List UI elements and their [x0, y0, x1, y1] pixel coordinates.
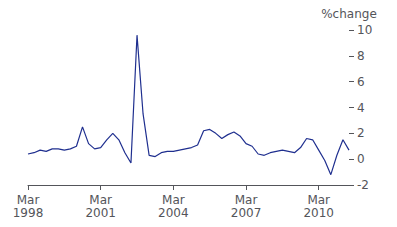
svg-text:-2: -2 [357, 178, 369, 192]
svg-text:%change: %change [321, 7, 377, 21]
svg-text:1998: 1998 [13, 206, 44, 220]
svg-text:0: 0 [357, 152, 365, 166]
svg-text:Mar: Mar [17, 193, 40, 207]
svg-text:4: 4 [357, 101, 365, 115]
svg-text:2: 2 [357, 126, 365, 140]
svg-text:Mar: Mar [89, 193, 112, 207]
svg-text:Mar: Mar [162, 193, 185, 207]
svg-text:2001: 2001 [85, 206, 116, 220]
svg-text:2010: 2010 [303, 206, 334, 220]
svg-text:2004: 2004 [158, 206, 189, 220]
svg-text:Mar: Mar [235, 193, 258, 207]
svg-text:Mar: Mar [307, 193, 330, 207]
svg-text:2007: 2007 [231, 206, 262, 220]
svg-text:6: 6 [357, 75, 365, 89]
svg-text:10: 10 [357, 23, 372, 37]
svg-text:8: 8 [357, 49, 365, 63]
